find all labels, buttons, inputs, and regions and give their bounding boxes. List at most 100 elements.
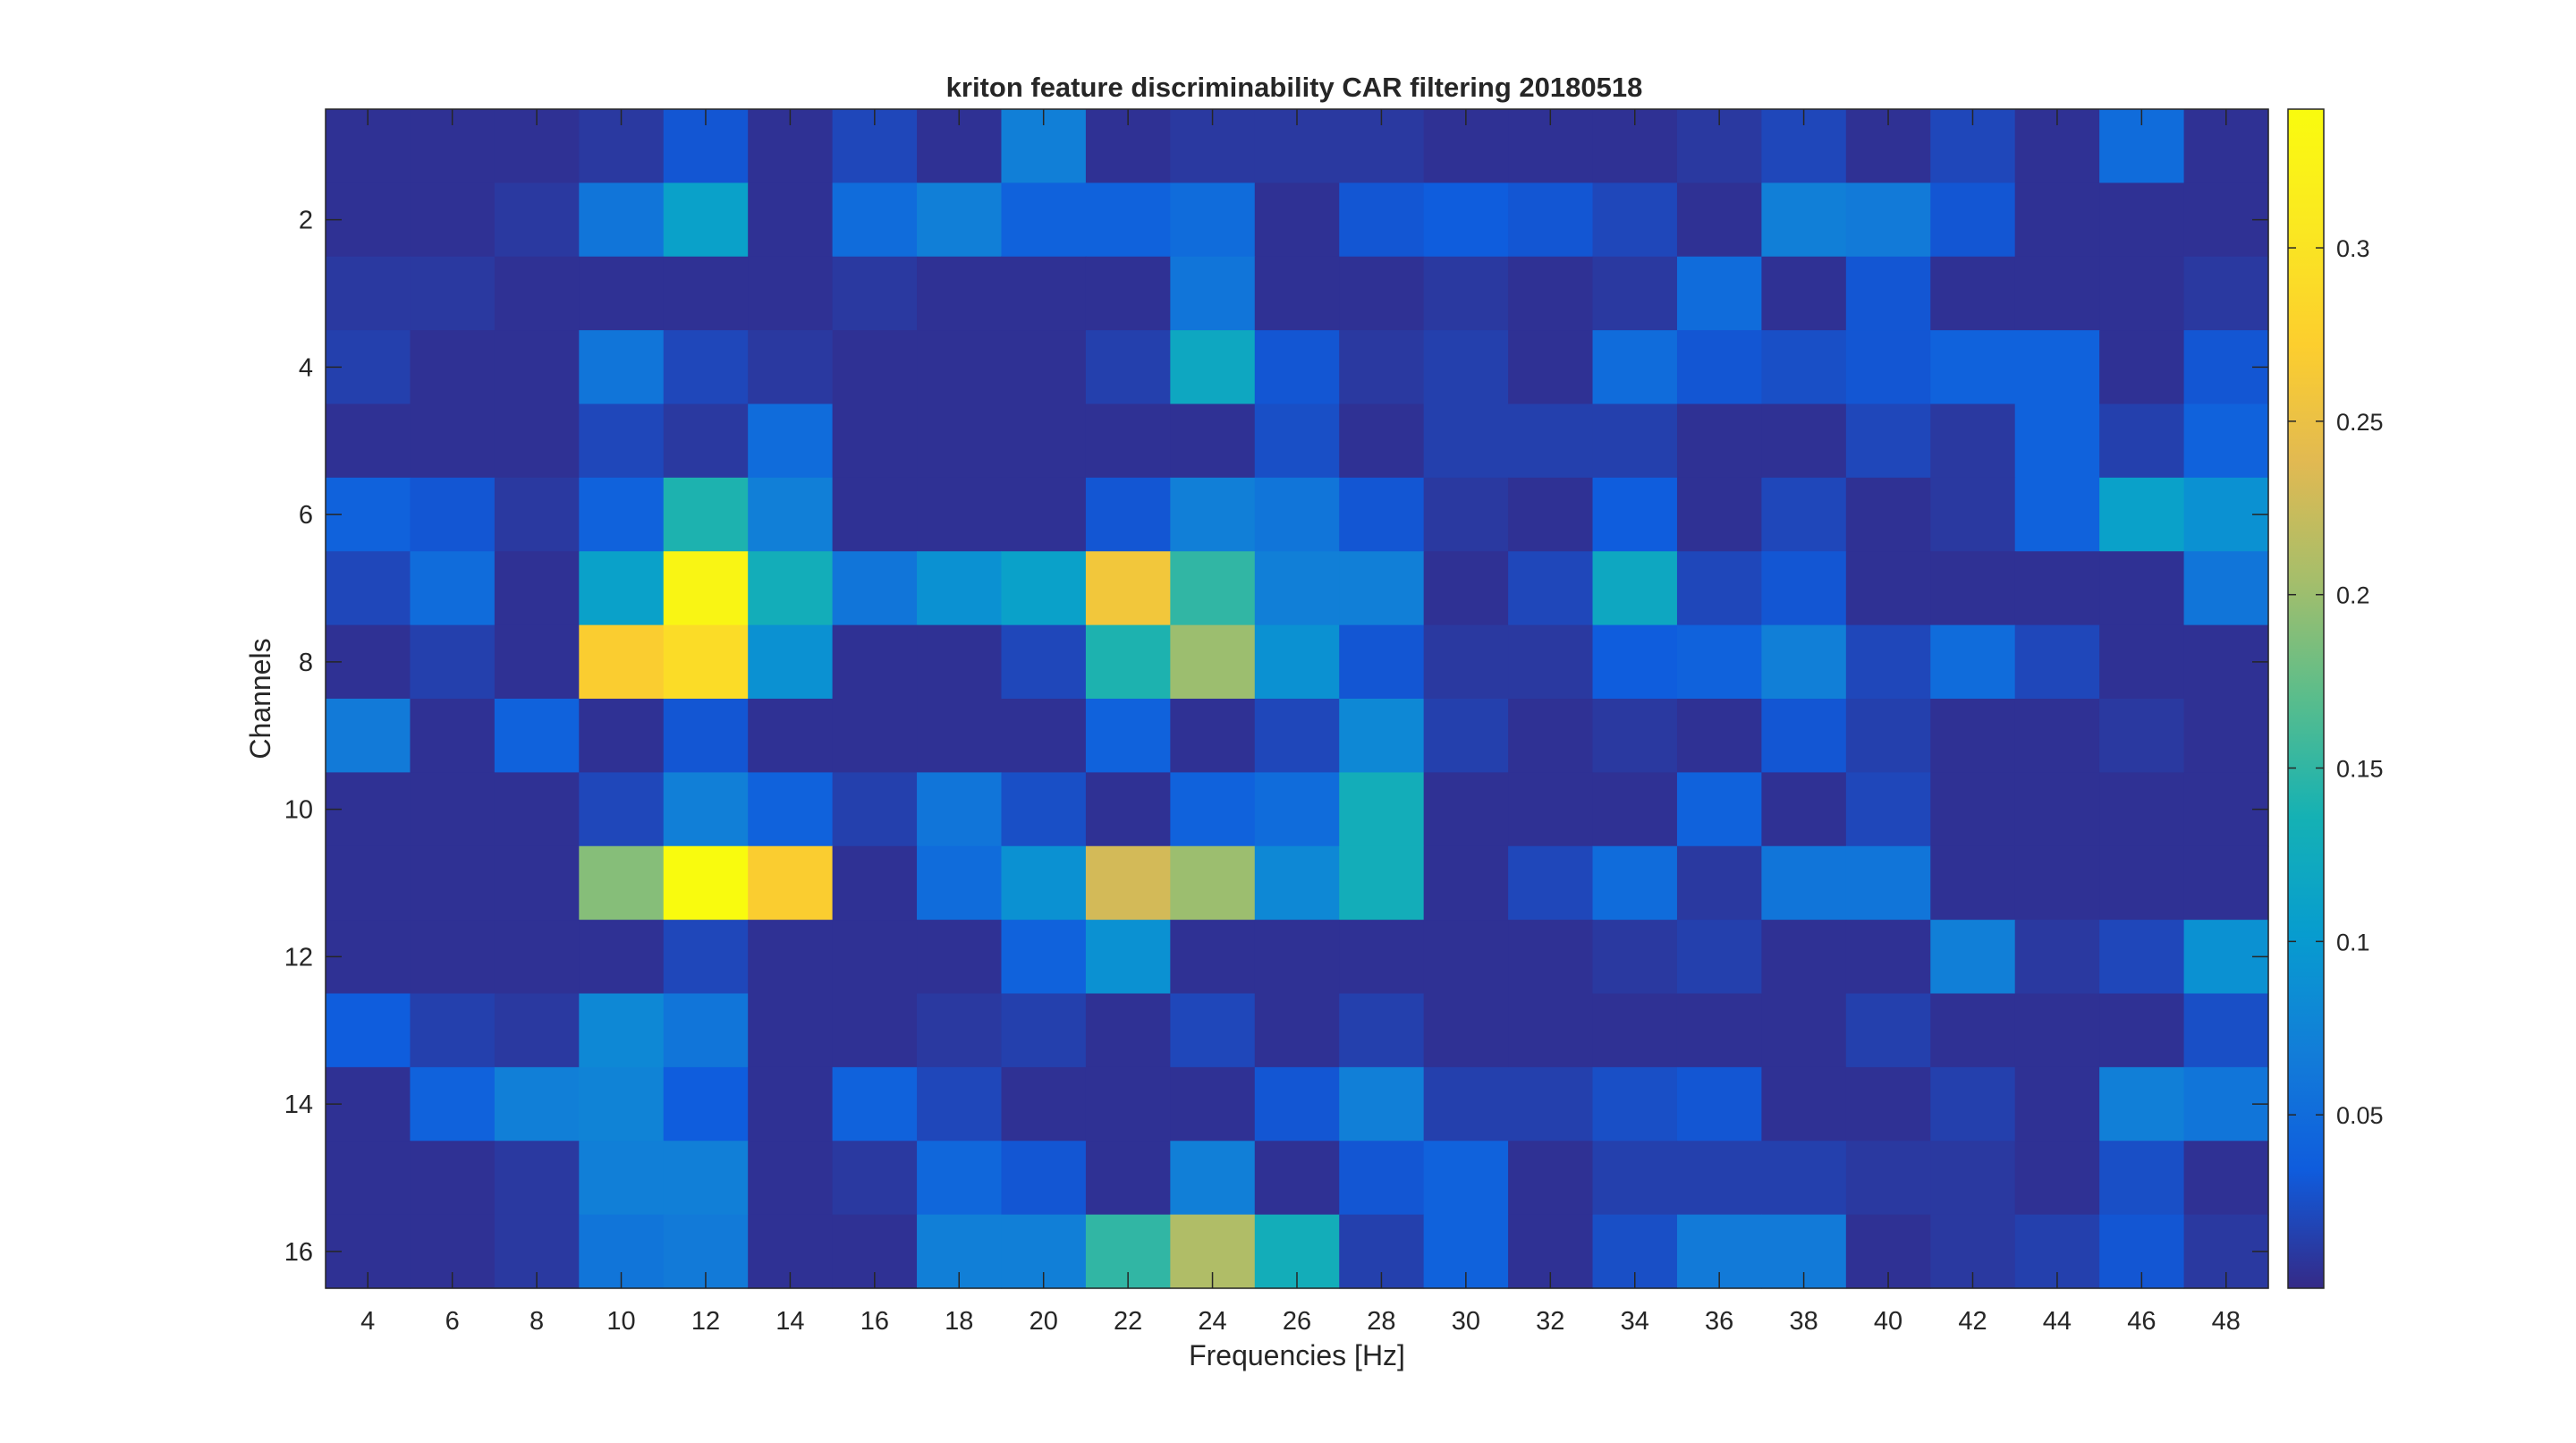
heatmap-cell [1845, 330, 1931, 405]
x-tick-label: 6 [445, 1307, 460, 1336]
y-tick-label: 6 [299, 501, 313, 530]
heatmap-cell [1423, 1141, 1509, 1216]
heatmap-cell [1930, 772, 2016, 847]
y-tick-label: 16 [284, 1238, 313, 1267]
heatmap-cell [2014, 551, 2100, 626]
heatmap-cell [326, 551, 411, 626]
heatmap-cell [1592, 920, 1678, 995]
chart-title: kriton feature discriminability CAR filt… [946, 72, 1643, 103]
y-tick-label: 12 [284, 943, 313, 972]
heatmap-cell [1085, 330, 1171, 405]
heatmap-cell [917, 772, 1003, 847]
heatmap-cell [1676, 551, 1762, 626]
heatmap-cell [1845, 551, 1931, 626]
heatmap-cell [1339, 330, 1425, 405]
heatmap-cell [1254, 182, 1340, 258]
heatmap-cell [326, 403, 411, 479]
heatmap-cell [2014, 1066, 2100, 1142]
heatmap-cell [1930, 1141, 2016, 1216]
heatmap-cell [1845, 993, 1931, 1068]
heatmap-cell [1676, 182, 1762, 258]
heatmap-cell [748, 477, 834, 552]
heatmap-cell [494, 182, 580, 258]
heatmap-cell [917, 182, 1003, 258]
heatmap-cell [1170, 624, 1256, 700]
heatmap-cell [494, 330, 580, 405]
x-tick-label: 8 [530, 1307, 544, 1336]
heatmap-cell [410, 1066, 496, 1142]
y-axis-label: Channels [244, 638, 276, 759]
heatmap-cell [1085, 477, 1171, 552]
heatmap-cell [1085, 624, 1171, 700]
heatmap-cell [748, 1141, 834, 1216]
heatmap-cell [410, 920, 496, 995]
heatmap-cell [1001, 551, 1087, 626]
heatmap-cell [1761, 699, 1847, 773]
colorbar-tick-label: 0.2 [2336, 582, 2370, 609]
heatmap-cell [1845, 256, 1931, 331]
heatmap-cell [1676, 1066, 1762, 1142]
heatmap-cell [1170, 993, 1256, 1068]
x-tick-label: 20 [1030, 1307, 1058, 1336]
heatmap-cell [1761, 1141, 1847, 1216]
heatmap-cell [410, 772, 496, 847]
heatmap-cell [1761, 182, 1847, 258]
heatmap-cell [917, 993, 1003, 1068]
heatmap-cell [1339, 1141, 1425, 1216]
heatmap-cell [748, 1066, 834, 1142]
heatmap-cell [1085, 772, 1171, 847]
heatmap-cell [1761, 256, 1847, 331]
heatmap-cell [1170, 772, 1256, 847]
heatmap-cell [326, 699, 411, 773]
x-tick-label: 24 [1198, 1307, 1226, 1336]
heatmap-cell [410, 256, 496, 331]
heatmap-cell [1001, 699, 1087, 773]
heatmap-cell [1761, 845, 1847, 921]
heatmap-cell [1676, 845, 1762, 921]
heatmap-cell [2014, 920, 2100, 995]
heatmap-cell [1761, 624, 1847, 700]
heatmap-cell [494, 624, 580, 700]
colorbar-tick-label: 0.1 [2336, 929, 2370, 955]
heatmap-cell [1592, 182, 1678, 258]
heatmap-cell [410, 182, 496, 258]
heatmap-cell [1170, 403, 1256, 479]
heatmap-cell [1508, 624, 1594, 700]
heatmap-cell [1001, 845, 1087, 921]
heatmap-cell [1001, 993, 1087, 1068]
heatmap-cell [917, 403, 1003, 479]
heatmap-cell [579, 182, 665, 258]
heatmap-cell [1339, 477, 1425, 552]
heatmap-cell [917, 624, 1003, 700]
x-tick-label: 22 [1114, 1307, 1142, 1336]
x-tick-label: 28 [1367, 1307, 1395, 1336]
heatmap-cell [832, 477, 918, 552]
heatmap-cell [410, 993, 496, 1068]
heatmap-cell [1592, 551, 1678, 626]
heatmap-cell [326, 845, 411, 921]
heatmap-cell [1676, 477, 1762, 552]
heatmap-cell [1339, 920, 1425, 995]
heatmap-cell [1170, 845, 1256, 921]
x-tick-label: 34 [1621, 1307, 1649, 1336]
heatmap-cell [2183, 551, 2269, 626]
heatmap-cell [1761, 993, 1847, 1068]
heatmap-cell [917, 551, 1003, 626]
heatmap-cell [1676, 624, 1762, 700]
x-tick-label: 12 [691, 1307, 720, 1336]
x-axis-ticks: 4 6 8 10 12 14 16 18 20 22 24 26 28 30 32 34 36 38 40 42 44 4… [360, 109, 2241, 1336]
heatmap-cell [410, 477, 496, 552]
heatmap-cell [494, 993, 580, 1068]
heatmap-cell [917, 1141, 1003, 1216]
heatmap-cell [1508, 993, 1594, 1068]
heatmap-cell [1001, 182, 1087, 258]
heatmap-cell [1423, 772, 1509, 847]
heatmap-cell [1170, 1141, 1256, 1216]
heatmap-cell [410, 551, 496, 626]
x-tick-label: 4 [360, 1307, 375, 1336]
heatmap-cell [326, 993, 411, 1068]
heatmap-cell [2099, 699, 2185, 773]
heatmap-cell [1845, 1141, 1931, 1216]
heatmap-cell [2099, 182, 2185, 258]
heatmap-cell [2014, 477, 2100, 552]
